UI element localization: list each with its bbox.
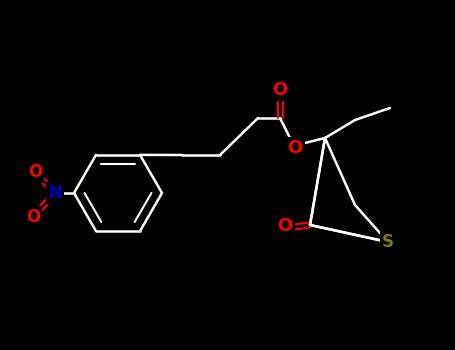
- Text: O: O: [28, 163, 42, 181]
- Text: O: O: [273, 81, 288, 99]
- Text: O: O: [26, 208, 40, 226]
- Text: O: O: [278, 217, 293, 235]
- Text: N: N: [48, 184, 62, 202]
- Text: S: S: [382, 233, 394, 251]
- Text: O: O: [288, 139, 303, 157]
